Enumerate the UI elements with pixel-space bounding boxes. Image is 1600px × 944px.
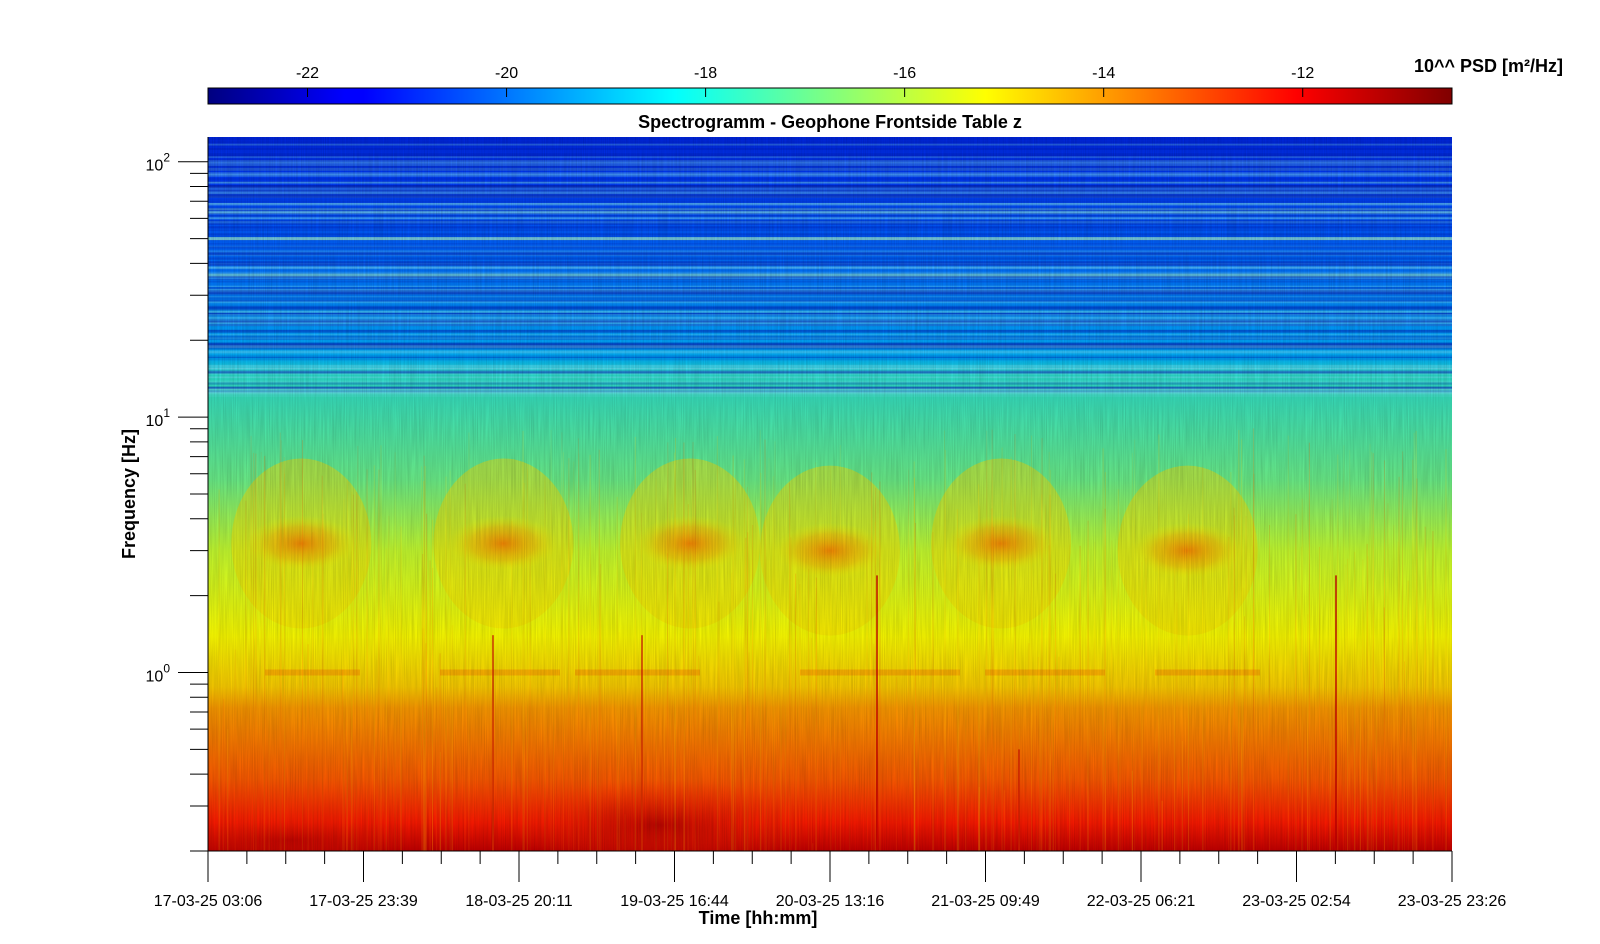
x-tick-label: 22-03-25 06:21	[1087, 893, 1196, 910]
colorbar-tick-label: -18	[694, 65, 717, 82]
x-tick-label: 18-03-25 20:11	[465, 893, 572, 910]
y-tick-exponent: 0	[163, 662, 170, 676]
y-tick-base: 10	[146, 158, 164, 175]
colorbar-tick-label: -16	[893, 65, 916, 82]
colorbar: -22 -20 -18 -16 -14 -12 10^^ PSD [m²/Hz]	[207, 56, 1563, 105]
y-tick-exponent: 1	[163, 406, 170, 420]
x-tick-label: 17-03-25 03:06	[154, 893, 263, 910]
colorbar-tick-label: -20	[495, 65, 518, 82]
x-tick-label: 19-03-25 16:44	[620, 893, 729, 910]
x-tick-label: 23-03-25 23:26	[1398, 893, 1507, 910]
y-axis-label: Frequency [Hz]	[119, 429, 139, 559]
y-tick-label: 101	[146, 406, 171, 430]
y-tick-label: 102	[146, 151, 171, 175]
colorbar-gradient	[207, 87, 1453, 105]
colorbar-tick-label: -12	[1291, 65, 1314, 82]
y-tick-base: 10	[146, 669, 164, 686]
x-axis-label: Time [hh:mm]	[699, 908, 818, 928]
x-tick-label: 23-03-25 02:54	[1242, 893, 1351, 910]
colorbar-tick-label: -22	[296, 65, 319, 82]
y-tick-label: 100	[146, 662, 171, 686]
x-tick-label: 17-03-25 23:39	[309, 893, 418, 910]
spectrogram-texture	[208, 137, 1452, 851]
y-tick-base: 10	[146, 413, 164, 430]
x-axis: 17-03-25 03:06 17-03-25 23:39 18-03-25 20:…	[154, 850, 1507, 928]
chart-title: Spectrogramm - Geophone Frontside Table …	[638, 112, 1022, 132]
colorbar-tick-label: -14	[1092, 65, 1115, 82]
colorbar-ticks: -22 -20 -18 -16 -14 -12	[296, 65, 1314, 97]
y-tick-exponent: 2	[163, 151, 170, 165]
colorbar-label: 10^^ PSD [m²/Hz]	[1414, 56, 1563, 76]
x-tick-label: 21-03-25 09:49	[931, 893, 1040, 910]
x-tick-label: 20-03-25 13:16	[776, 893, 885, 910]
plot-area	[208, 137, 1452, 851]
x-ticks: 17-03-25 03:06 17-03-25 23:39 18-03-25 20:…	[154, 851, 1507, 910]
